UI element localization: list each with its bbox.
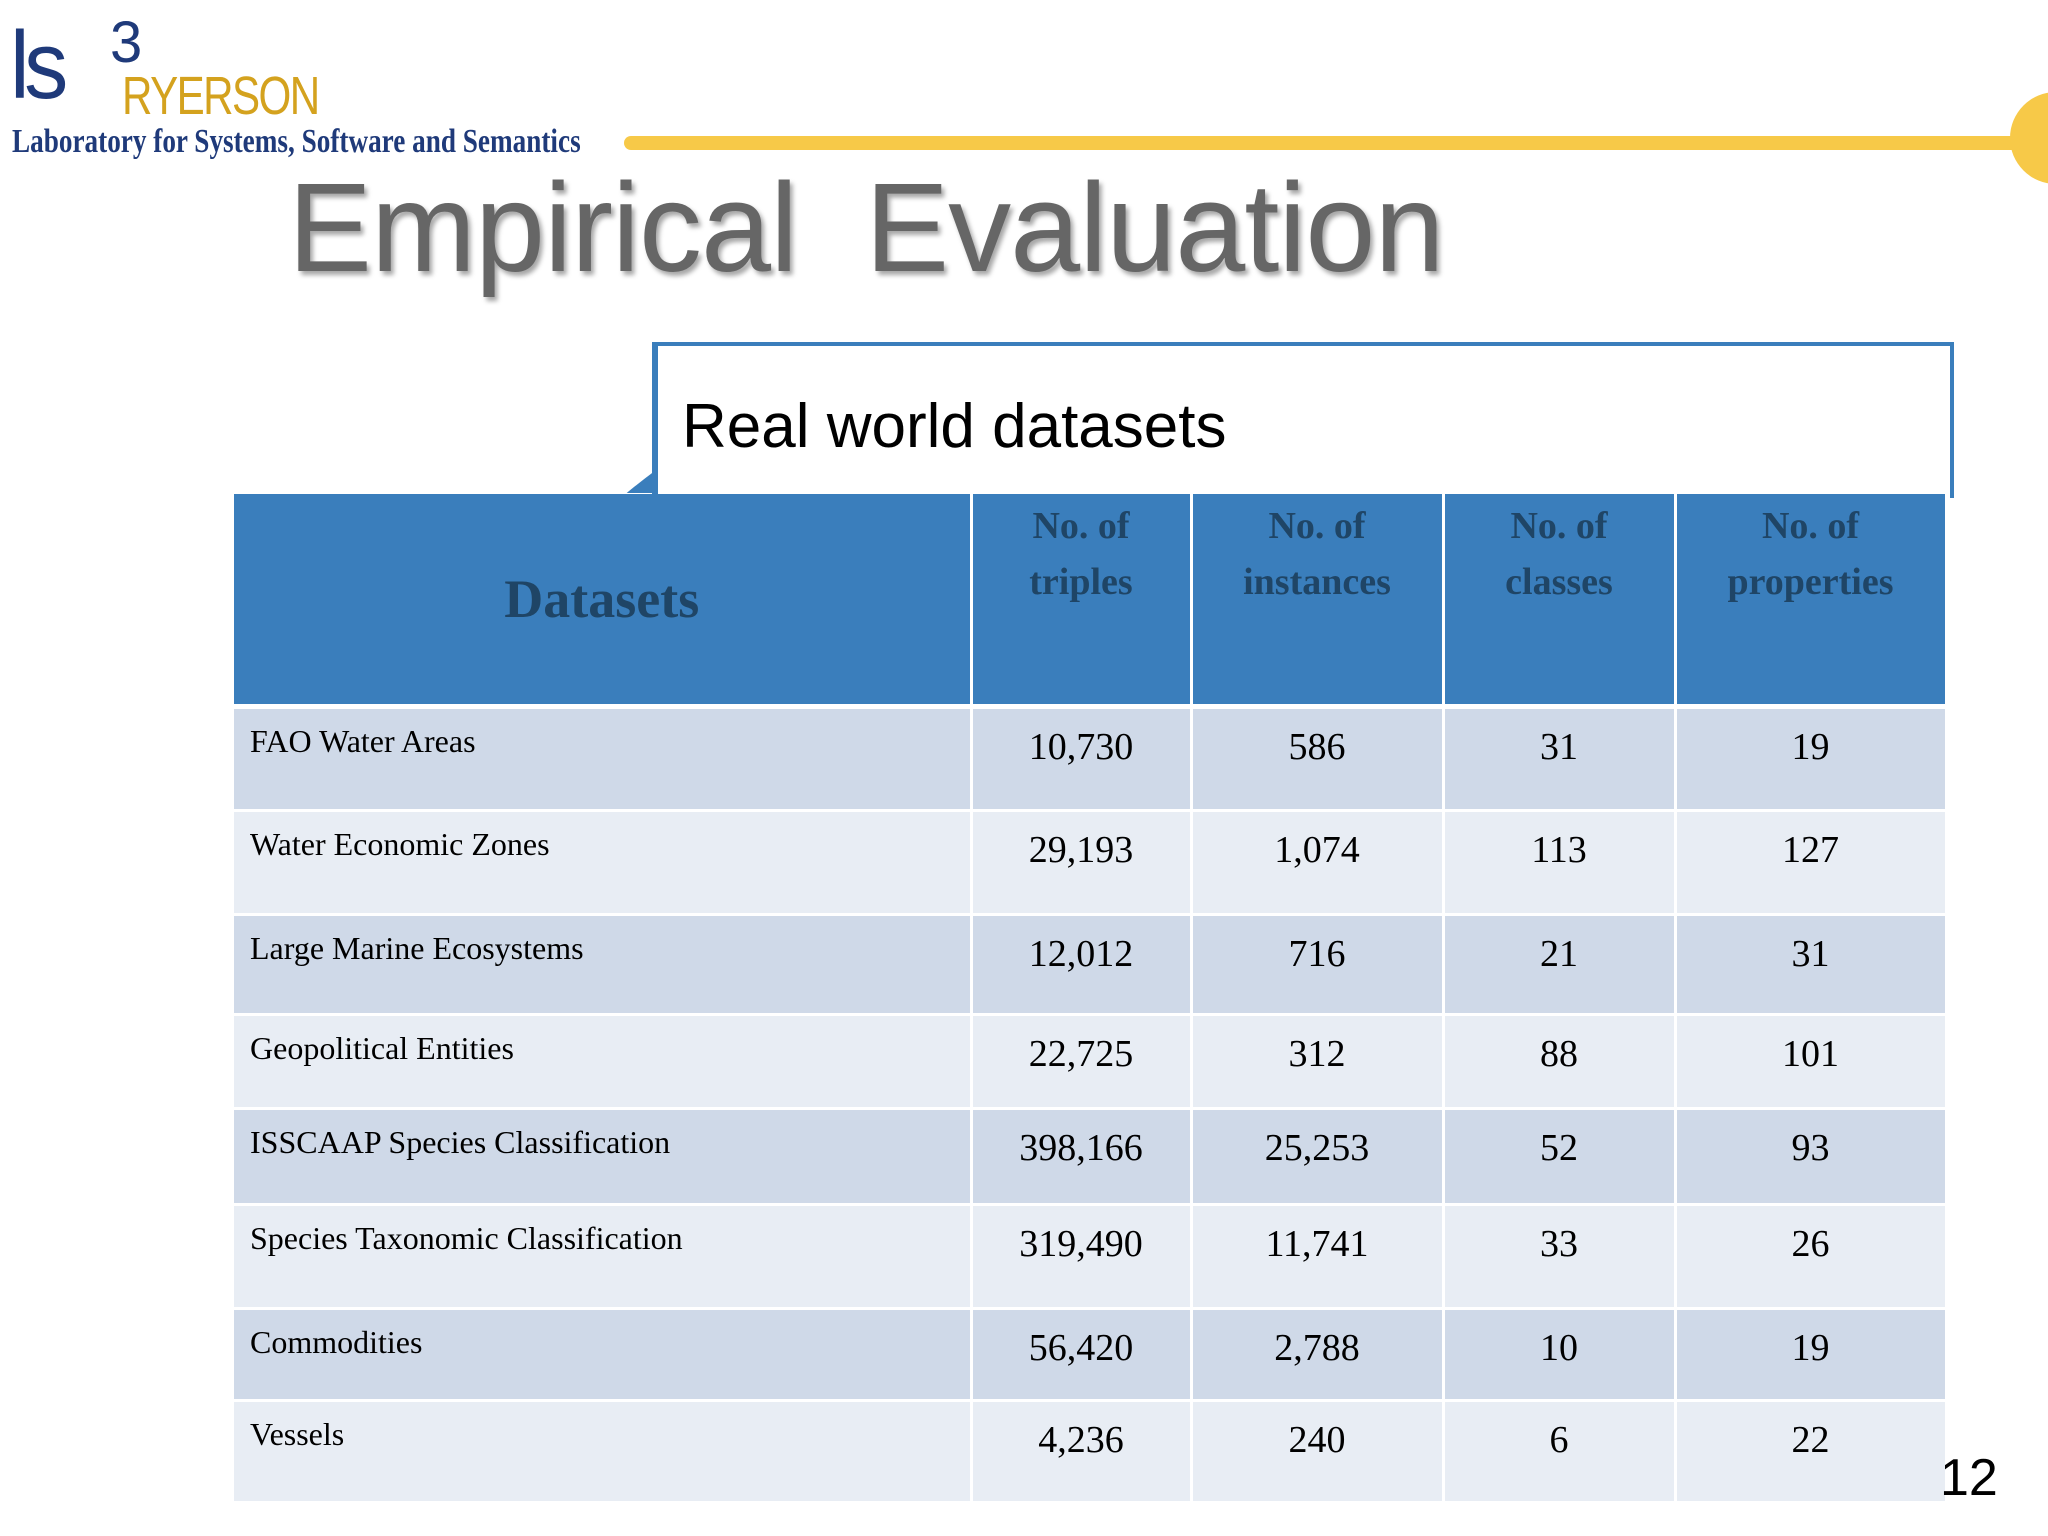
subtitle-box: Real world datasets [652, 342, 1954, 498]
cell-instances: 1,074 [1191, 810, 1445, 916]
header-classes-line1: No. of [1510, 505, 1608, 547]
cell-dataset-name: Water Economic Zones [234, 810, 973, 916]
logo-superscript: 3 [110, 10, 143, 75]
cell-instances: 11,741 [1191, 1204, 1445, 1310]
header-triples-line1: No. of [1032, 505, 1130, 547]
cell-classes: 6 [1443, 1400, 1677, 1504]
header-triples: No. of triples [971, 494, 1193, 709]
header-classes: No. of classes [1443, 494, 1677, 709]
cell-instances: 312 [1191, 1014, 1445, 1110]
table-row: Geopolitical Entities 22,725 312 88 101 [234, 1014, 1948, 1110]
cell-dataset-name: Large Marine Ecosystems [234, 914, 973, 1016]
table-row: Commodities 56,420 2,788 10 19 [234, 1308, 1948, 1402]
cell-instances: 25,253 [1191, 1108, 1445, 1206]
cell-classes: 52 [1443, 1108, 1677, 1206]
cell-classes: 21 [1443, 914, 1677, 1016]
header-triples-line2: triples [1029, 561, 1133, 603]
cell-properties: 19 [1675, 1308, 1948, 1402]
cell-classes: 113 [1443, 810, 1677, 916]
cell-triples: 319,490 [971, 1204, 1193, 1310]
cell-triples: 398,166 [971, 1108, 1193, 1206]
table-row: Water Economic Zones 29,193 1,074 113 12… [234, 810, 1948, 916]
cell-dataset-name: Geopolitical Entities [234, 1014, 973, 1110]
slide-title: Empirical Evaluation [288, 157, 1445, 298]
cell-triples: 12,012 [971, 914, 1193, 1016]
cell-properties: 101 [1675, 1014, 1948, 1110]
page-number: 12 [1940, 1449, 1998, 1507]
cell-dataset-name: Commodities [234, 1308, 973, 1402]
cell-triples: 4,236 [971, 1400, 1193, 1504]
lab-logo: ls 3 RYERSON Laboratory for Systems, Sof… [10, 12, 650, 168]
table-row: FAO Water Areas 10,730 586 31 19 [234, 706, 1948, 812]
cell-triples: 22,725 [971, 1014, 1193, 1110]
cell-triples: 10,730 [971, 706, 1193, 812]
table-row: Large Marine Ecosystems 12,012 716 21 31 [234, 914, 1948, 1016]
header-classes-line2: classes [1505, 561, 1613, 603]
table-row: Vessels 4,236 240 6 22 [234, 1400, 1948, 1504]
cell-triples: 56,420 [971, 1308, 1193, 1402]
table-row: Species Taxonomic Classification 319,490… [234, 1204, 1948, 1310]
cell-classes: 88 [1443, 1014, 1677, 1110]
cell-instances: 2,788 [1191, 1308, 1445, 1402]
cell-properties: 93 [1675, 1108, 1948, 1206]
cell-dataset-name: Vessels [234, 1400, 973, 1504]
logo-ls-text: ls [10, 12, 68, 119]
cell-properties: 26 [1675, 1204, 1948, 1310]
cell-dataset-name: ISSCAAP Species Classification [234, 1108, 973, 1206]
header-instances-line1: No. of [1268, 505, 1366, 547]
logo-lab-name: Laboratory for Systems, Software and Sem… [12, 123, 581, 160]
cell-instances: 716 [1191, 914, 1445, 1016]
slide-subtitle: Real world datasets [682, 392, 1227, 461]
header-properties-line2: properties [1727, 561, 1894, 603]
cell-triples: 29,193 [971, 810, 1193, 916]
cell-instances: 240 [1191, 1400, 1445, 1504]
cell-classes: 10 [1443, 1308, 1677, 1402]
cell-properties: 31 [1675, 914, 1948, 1016]
gold-divider-bar [624, 136, 2024, 150]
table-header-row: Datasets No. of triples No. of instances… [234, 494, 1948, 709]
cell-properties: 22 [1675, 1400, 1948, 1504]
cell-instances: 586 [1191, 706, 1445, 812]
cell-classes: 33 [1443, 1204, 1677, 1310]
header-properties-line1: No. of [1761, 505, 1860, 547]
logo-ryerson-text: RYERSON [122, 66, 320, 126]
header-instances-line2: instances [1243, 561, 1391, 603]
cell-classes: 31 [1443, 706, 1677, 812]
cell-dataset-name: Species Taxonomic Classification [234, 1204, 973, 1310]
gold-bar-cap [2010, 92, 2048, 184]
header-datasets: Datasets [234, 494, 973, 709]
header-instances: No. of instances [1191, 494, 1445, 709]
header-properties: No. of properties [1675, 494, 1948, 709]
cell-dataset-name: FAO Water Areas [234, 706, 973, 812]
cell-properties: 19 [1675, 706, 1948, 812]
table-row: ISSCAAP Species Classification 398,166 2… [234, 1108, 1948, 1206]
datasets-table: Datasets No. of triples No. of instances… [234, 494, 1948, 1504]
cell-properties: 127 [1675, 810, 1948, 916]
